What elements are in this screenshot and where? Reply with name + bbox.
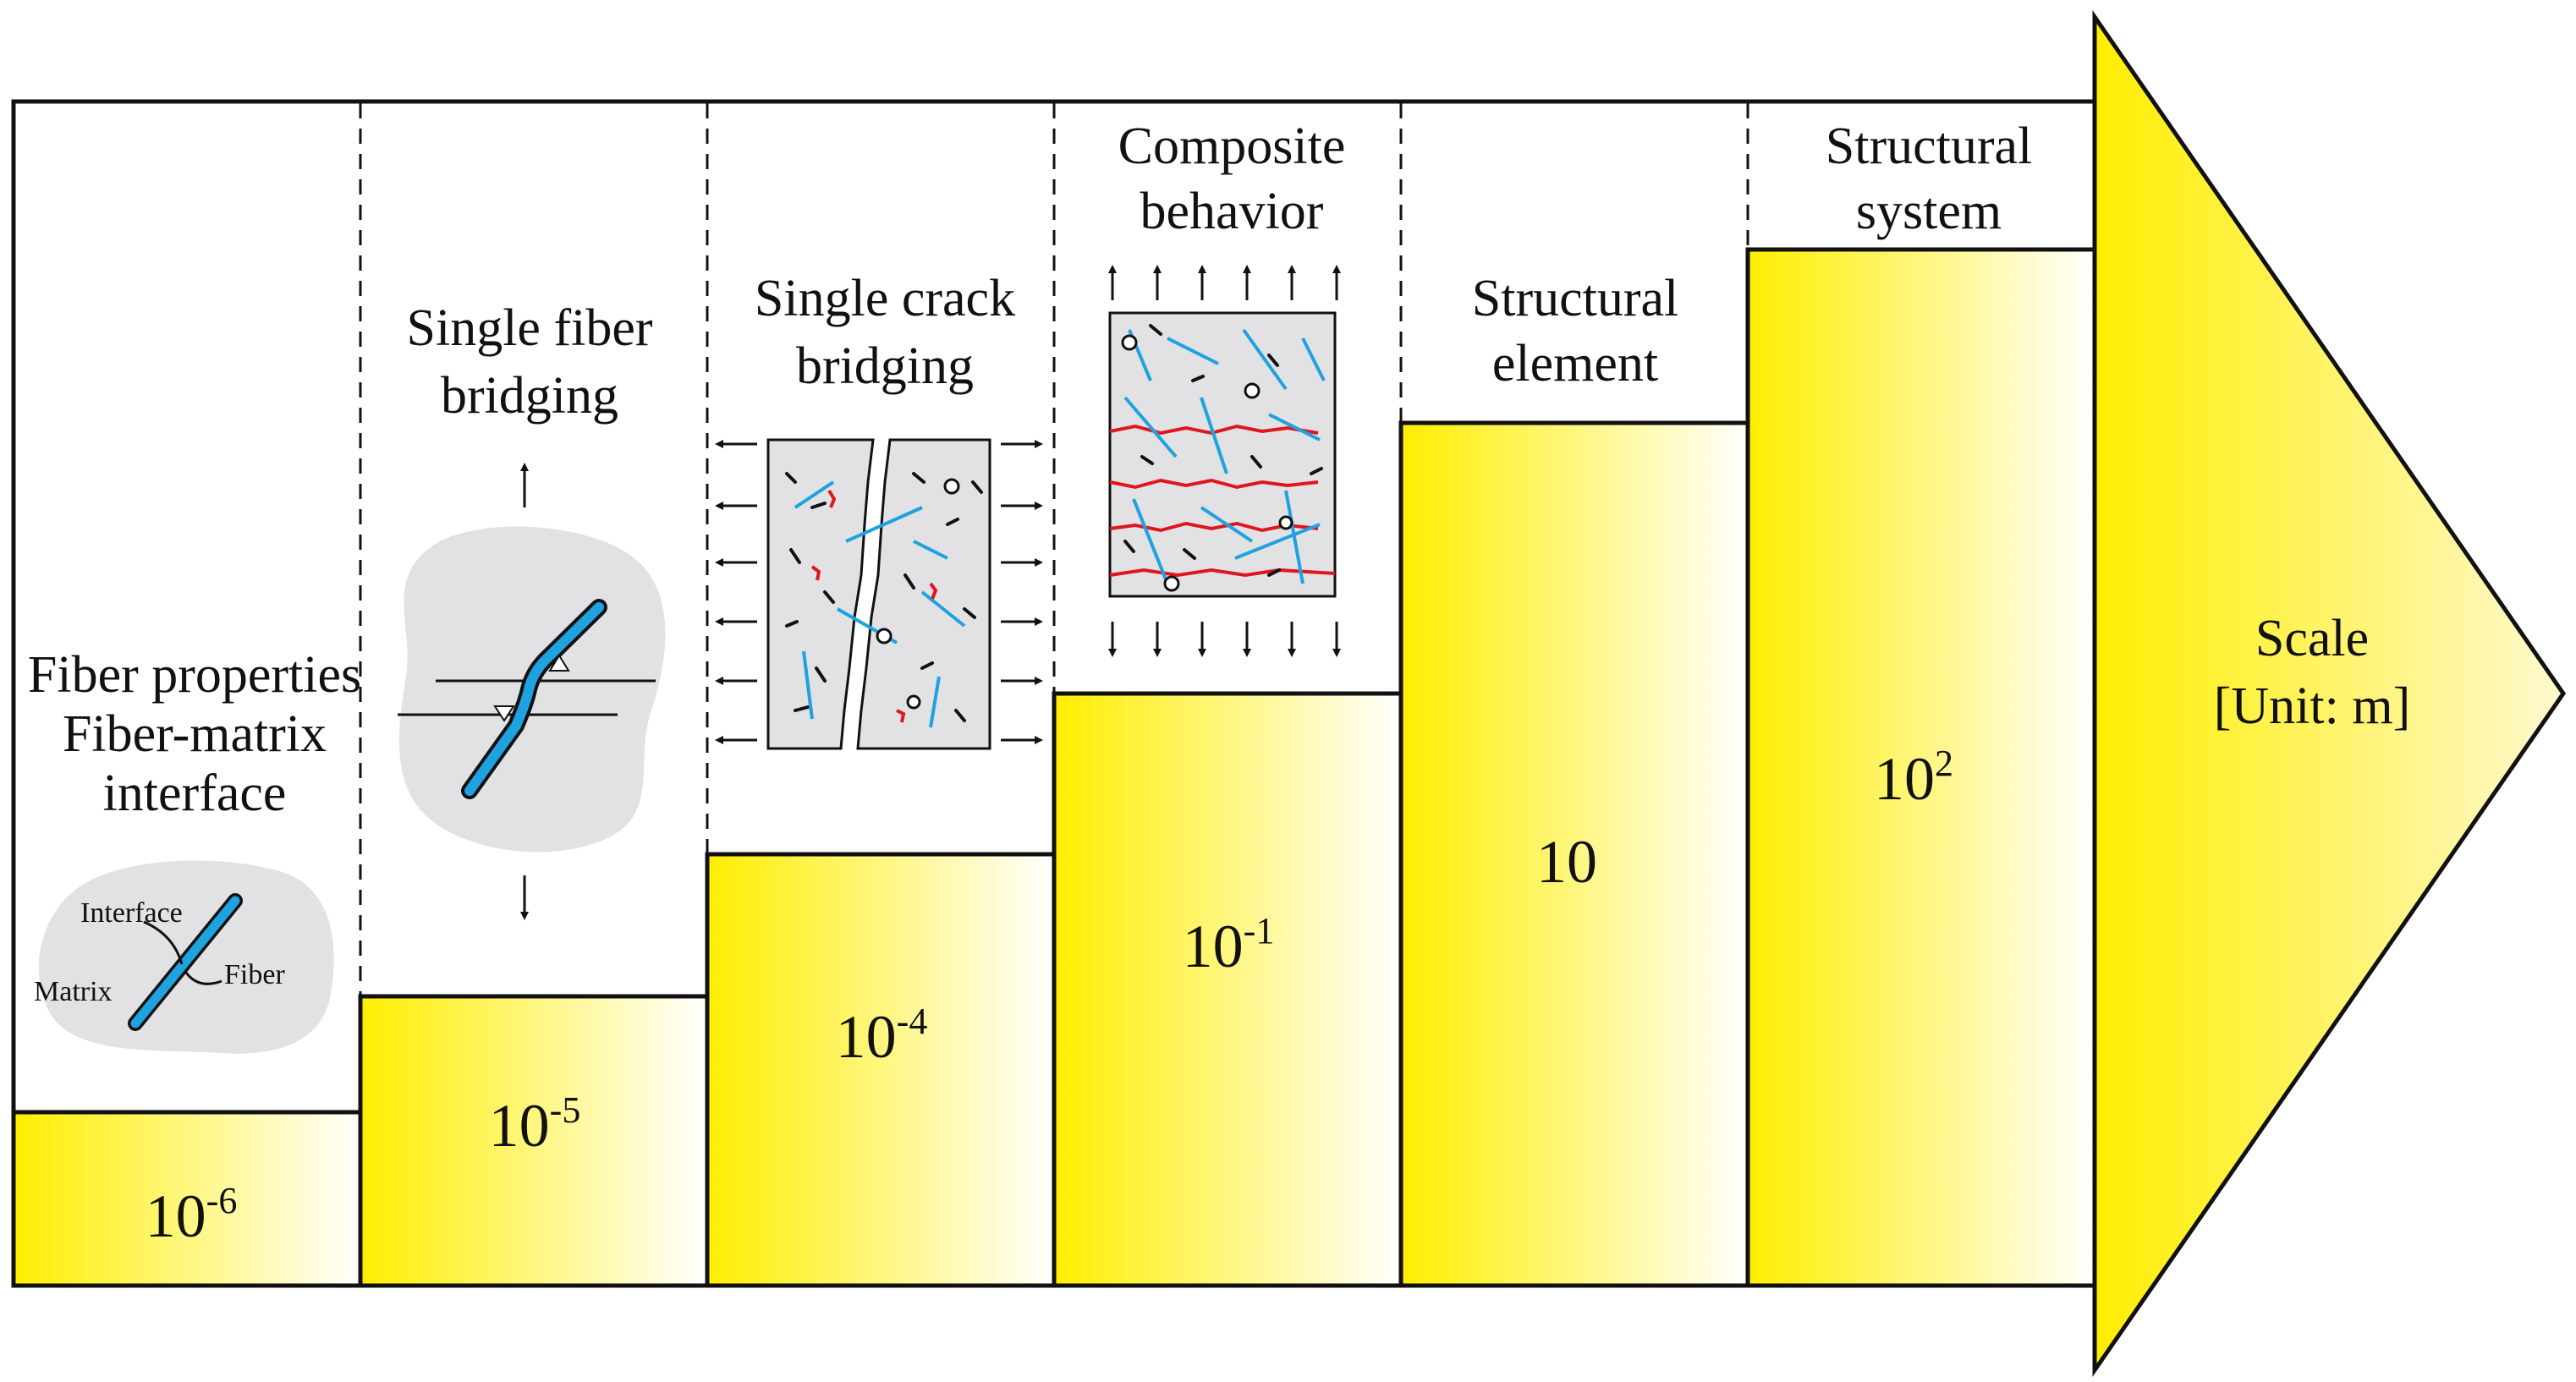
fiber-matrix-illustration: Interface Matrix Fiber <box>34 860 334 1054</box>
label-fiber-properties-3: interface <box>103 765 287 822</box>
step-fiber-properties <box>11 1110 363 1288</box>
bridging-fiber <box>464 602 604 796</box>
step-bar <box>358 994 710 1288</box>
label-single-fiber-1: Single fiber <box>407 299 653 357</box>
scale-value-1e-4: 10-4 <box>836 1001 928 1071</box>
arrow-label-line1: Scale <box>2255 610 2369 667</box>
microcracks <box>810 489 938 723</box>
scale-value-1e-5: 10-5 <box>489 1089 581 1160</box>
pores <box>876 478 960 710</box>
scale-value-1e2: 102 <box>1874 743 1953 813</box>
arrow-label-line2: [Unit: m] <box>2214 677 2410 735</box>
single-fiber-illustration <box>398 463 666 920</box>
scale-value-10: 10 <box>1536 828 1597 896</box>
fiber-leader <box>184 972 222 985</box>
spall-wedge-lower <box>493 705 515 722</box>
matrix-particles <box>1123 324 1323 577</box>
fiber-rod <box>130 896 240 1028</box>
fiber-label: Fiber <box>224 959 285 990</box>
spall-wedge-upper <box>548 654 570 672</box>
step-bar <box>1745 247 2097 1288</box>
interface-label: Interface <box>80 897 183 929</box>
label-fiber-properties-1: Fiber properties <box>28 646 361 704</box>
pores <box>1121 334 1293 592</box>
label-structural-system-1: Structural <box>1826 118 2033 175</box>
matrix-label: Matrix <box>34 976 113 1007</box>
scale-value-1e-1: 10-1 <box>1183 910 1275 980</box>
column-separators <box>359 103 1749 996</box>
label-structural-element-1: Structural <box>1472 270 1679 327</box>
label-single-fiber-2: bridging <box>441 367 618 425</box>
label-structural-element-2: element <box>1492 335 1658 392</box>
label-composite-1: Composite <box>1118 118 1346 175</box>
scale-value-1e-6: 10-6 <box>146 1180 238 1250</box>
label-single-crack-2: bridging <box>796 337 974 395</box>
step-single-crack-bridging <box>705 852 1057 1288</box>
label-fiber-properties-2: Fiber-matrix <box>63 705 327 763</box>
step-single-fiber-bridging <box>358 994 710 1288</box>
single-crack-illustration <box>715 438 1043 750</box>
step-bar <box>1052 691 1403 1288</box>
label-single-crack-1: Single crack <box>755 270 1015 327</box>
label-composite-2: behavior <box>1140 183 1324 240</box>
tension-arrows-up <box>1108 265 1341 300</box>
composite-specimen <box>1108 311 1337 598</box>
step-structural-system <box>1745 247 2097 1288</box>
step-bar <box>705 852 1057 1288</box>
interface-leader <box>143 920 184 965</box>
step-composite-behavior <box>1052 691 1403 1288</box>
matrix-particles <box>785 472 983 722</box>
composite-illustration <box>1108 265 1341 657</box>
label-structural-system-2: system <box>1856 183 2002 240</box>
tension-arrows <box>715 440 1043 744</box>
step-bar <box>11 1110 363 1288</box>
tension-arrows-down <box>1108 622 1341 657</box>
